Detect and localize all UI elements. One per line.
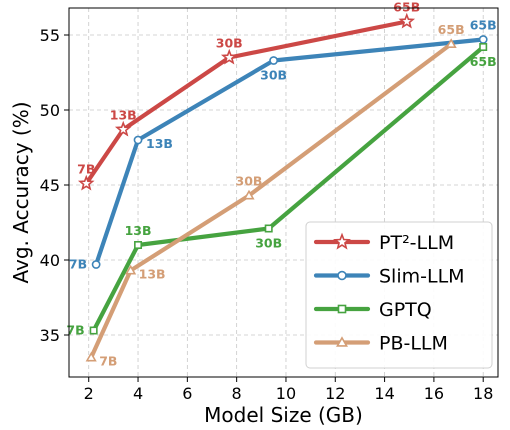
plot-frame [68, 7, 499, 378]
pb-llm-marker [445, 38, 457, 48]
gptq-point-label: 13B [125, 223, 152, 238]
pt-llm-marker [220, 48, 238, 65]
slim-llm-legend-label: Slim-LLM [379, 266, 465, 288]
x-tick-label: 10 [276, 384, 296, 403]
pb-llm-point-label: 65B [438, 22, 465, 37]
axis-ticks: 2 4 6 8 10 12 14 16 18 35 40 45 50 55 [40, 26, 494, 403]
pt-llm-point-label: 30B [216, 36, 243, 51]
x-tick-label: 6 [182, 384, 192, 403]
pb-llm-line [89, 41, 454, 360]
slim-llm-marker [478, 35, 488, 44]
pt-llm-point-label: 13B [110, 108, 137, 123]
gptq-marker [134, 241, 143, 250]
gptq-marker [479, 42, 488, 51]
gptq-line [91, 44, 486, 333]
pb-llm-marker [125, 264, 137, 275]
pb-llm-legend-label: PB-LLM [379, 333, 448, 355]
x-tick-label: 16 [424, 384, 444, 403]
legend: PT²-LLM Slim-LLM GPTQ PB-LLM [305, 221, 493, 369]
pt-llm-marker [398, 12, 416, 29]
slim-llm-legend-marker [337, 270, 347, 281]
gptq-point-label: 7B [66, 323, 84, 338]
slim-llm-point-label: 30B [260, 68, 287, 83]
y-tick-label: 40 [40, 251, 60, 270]
slim-llm-marker [91, 260, 101, 269]
pt-llm-marker [77, 174, 95, 191]
pb-llm-marker [85, 351, 97, 362]
gptq-legend-marker [337, 304, 347, 314]
pt-llm-legend-label: PT²-LLM [379, 232, 454, 254]
series-lines [84, 19, 486, 360]
gptq-marker [89, 326, 98, 335]
gptq-legend-label: GPTQ [379, 299, 432, 321]
y-tick-label: 35 [40, 326, 60, 345]
point-labels: 7B 13B 30B 65B 7B 13B 30B 65B 7B 13B 30B 65B 7B 13B 30… [66, 0, 496, 369]
y-tick-label: 50 [40, 101, 60, 120]
x-tick-label: 14 [374, 384, 394, 403]
y-tick-label: 45 [40, 176, 60, 195]
x-tick-label: 8 [232, 384, 242, 403]
x-tick-label: 4 [133, 384, 143, 403]
x-tick-label: 12 [325, 384, 345, 403]
grid-lines [69, 8, 498, 377]
x-tick-label: 18 [473, 384, 493, 403]
x-axis-label: Model Size (GB) [204, 403, 363, 427]
gptq-point-label: 65B [470, 54, 497, 69]
pb-llm-point-label: 13B [139, 267, 166, 282]
series-markers [77, 12, 488, 362]
slim-llm-line [93, 37, 486, 267]
pt-llm-point-label: 65B [393, 0, 420, 15]
gptq-point-label: 30B [255, 236, 282, 251]
legend-box [305, 221, 493, 369]
gptq-marker [264, 224, 273, 233]
slim-llm-point-label: 7B [69, 257, 87, 272]
y-tick-label: 55 [40, 26, 60, 45]
pb-llm-point-label: 30B [236, 174, 263, 189]
pb-llm-marker [243, 189, 255, 200]
pt-llm-line [84, 19, 409, 186]
y-axis-label: Avg. Accuracy (%) [9, 101, 33, 283]
slim-llm-point-label: 65B [470, 18, 497, 33]
slim-llm-marker [269, 56, 279, 65]
pb-llm-point-label: 7B [99, 354, 117, 369]
pb-llm-legend-marker [336, 336, 348, 347]
slim-llm-point-label: 13B [146, 136, 173, 151]
slim-llm-marker [133, 135, 143, 145]
x-tick-label: 2 [84, 384, 94, 403]
pt-llm-legend-marker [333, 232, 351, 250]
pt-llm-marker [114, 120, 132, 137]
pt-llm-point-label: 7B [77, 162, 95, 177]
